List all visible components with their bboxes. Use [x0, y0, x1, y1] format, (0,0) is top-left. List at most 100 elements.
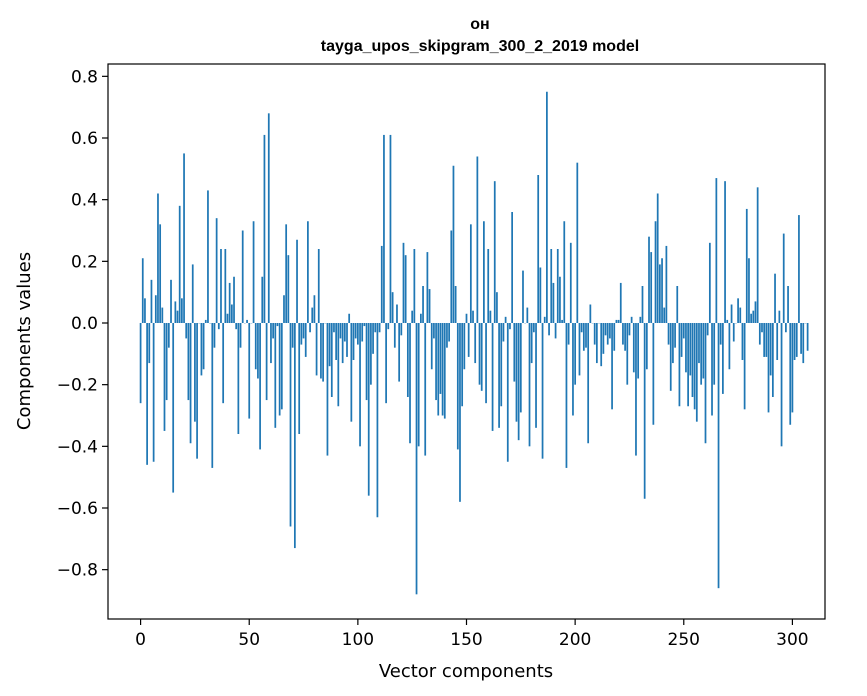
bar-191	[554, 323, 557, 339]
bar-245	[672, 323, 674, 364]
x-tick-label: 100	[342, 630, 374, 650]
bar-70	[291, 323, 294, 348]
bar-152	[469, 224, 472, 323]
bar-95	[346, 323, 348, 357]
bar-193	[559, 276, 561, 323]
bar-138	[439, 323, 442, 394]
bar-176	[522, 270, 524, 323]
bar-15	[172, 323, 175, 493]
bar-59	[267, 113, 270, 323]
bar-142	[448, 323, 450, 342]
bar-172	[513, 323, 516, 382]
bar-236	[652, 323, 655, 425]
bar-280	[748, 258, 750, 323]
bar-141	[446, 323, 448, 348]
bar-89	[333, 323, 335, 333]
bar-139	[441, 323, 444, 416]
bar-108	[374, 323, 377, 333]
bar-60	[270, 323, 272, 364]
bar-57	[263, 134, 266, 323]
bar-233	[645, 323, 648, 370]
bar-205	[585, 323, 587, 348]
bar-37	[220, 249, 222, 323]
bar-28	[200, 323, 203, 376]
bar-166	[500, 323, 503, 407]
bar-210	[595, 323, 598, 364]
bar-3	[146, 323, 148, 465]
bar-185	[541, 323, 544, 459]
bar-80	[313, 295, 316, 323]
bar-77	[307, 221, 309, 323]
bar-111	[380, 245, 383, 323]
bar-46	[239, 323, 242, 348]
bar-295	[780, 323, 783, 447]
bar-266	[717, 323, 720, 589]
bar-10	[161, 307, 164, 323]
bar-81	[315, 323, 318, 376]
bar-146	[456, 323, 459, 450]
bar-8	[157, 193, 159, 323]
bar-116	[391, 292, 394, 323]
bar-261	[706, 323, 709, 336]
bar-126	[413, 249, 416, 323]
bar-187	[546, 91, 548, 323]
bar-226	[630, 316, 633, 323]
bar-224	[626, 323, 629, 385]
bar-159	[485, 323, 487, 404]
bar-155	[476, 156, 479, 323]
bar-230	[639, 316, 642, 323]
bar-14	[170, 279, 172, 323]
bar-5	[150, 279, 153, 323]
bar-213	[602, 323, 605, 354]
bar-181	[532, 323, 535, 333]
bar-234	[648, 236, 650, 323]
bar-279	[745, 208, 748, 323]
bar-148	[461, 323, 464, 407]
bar-178	[526, 307, 529, 323]
bar-288	[765, 323, 768, 357]
bar-124	[409, 323, 411, 444]
bar-115	[389, 134, 392, 323]
bar-162	[491, 323, 494, 431]
bar-255	[693, 323, 696, 410]
bar-249	[680, 323, 683, 357]
bar-1	[141, 258, 144, 323]
bar-9	[159, 224, 162, 323]
bar-284	[756, 187, 759, 323]
bar-23	[189, 323, 192, 444]
bar-298	[787, 286, 789, 323]
y-tick-label: 0.4	[71, 191, 98, 211]
bar-128	[417, 323, 420, 447]
bar-206	[587, 323, 590, 444]
bar-282	[752, 310, 755, 323]
bar-294	[778, 310, 781, 323]
bar-248	[678, 323, 681, 407]
bar-163	[493, 181, 496, 323]
bar-78	[309, 323, 311, 333]
bar-76	[304, 323, 307, 357]
x-tick-label: 300	[776, 630, 808, 650]
bar-88	[330, 323, 333, 397]
bar-246	[674, 323, 676, 348]
bar-303	[798, 215, 800, 323]
y-axis-label: Components values	[14, 252, 35, 430]
bar-84	[322, 323, 324, 382]
bar-195	[563, 221, 566, 323]
bar-174	[517, 323, 520, 441]
bar-6	[152, 323, 155, 462]
bar-35	[215, 218, 218, 323]
bar-287	[763, 323, 766, 357]
bar-259	[702, 323, 705, 379]
x-tick-label: 0	[135, 630, 146, 650]
bar-45	[237, 323, 240, 434]
bar-212	[600, 323, 603, 367]
bar-241	[663, 307, 666, 323]
bar-168	[504, 316, 507, 323]
bar-154	[474, 323, 477, 364]
bar-91	[337, 323, 340, 407]
bar-184	[539, 267, 542, 323]
bar-157	[480, 323, 483, 391]
bar-72	[296, 239, 298, 323]
bar-69	[289, 323, 292, 527]
bar-228	[635, 323, 637, 456]
